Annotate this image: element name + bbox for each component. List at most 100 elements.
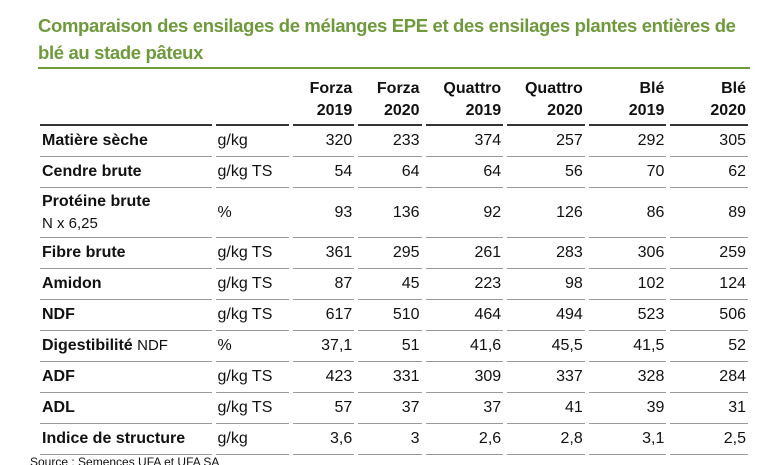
column-header: Blé 2019: [588, 70, 667, 126]
value-cell: 70: [588, 157, 667, 188]
table-row: Protéine brute N x 6,25% 93 136 92 126 86 89: [40, 188, 748, 238]
column-header: Forza 2019: [293, 70, 355, 126]
table-row: ADF g/kg TS 423 331 309 337 328 284: [40, 362, 748, 393]
source: Source : Semences UFA et UFA SA: [30, 455, 220, 465]
value-cell: 2,6: [425, 424, 504, 455]
value-cell: 523: [588, 300, 667, 331]
unit: g/kg TS: [215, 300, 290, 331]
column-header: Quattro 2020: [507, 70, 585, 126]
table-row: Amidon g/kg TS 87 45 223 98 102 124: [40, 269, 748, 300]
value-cell: 464: [425, 300, 504, 331]
row-label: ADL: [40, 393, 212, 424]
column-header: Forza 2020: [358, 70, 422, 126]
value-cell: 423: [293, 362, 355, 393]
unit: %: [215, 188, 290, 238]
row-label: Matière sèche: [40, 126, 212, 157]
value-cell: 92: [425, 188, 504, 238]
value-cell: 45,5: [507, 331, 585, 362]
value-cell: 89: [670, 188, 748, 238]
value-cell: 3,1: [588, 424, 667, 455]
table-row: Indice de structure g/kg 3,6 3 2,6 2,8 3,1 2,5: [40, 424, 748, 455]
value-cell: 510: [358, 300, 422, 331]
table-row: ADL g/kg TS 57 37 37 41 39 31: [40, 393, 748, 424]
value-cell: 31: [670, 393, 748, 424]
column-name: Forza: [309, 80, 353, 97]
row-label: Fibre brute: [40, 238, 212, 269]
unit: %: [215, 331, 290, 362]
column-name: Quattro: [443, 80, 502, 97]
value-cell: 257: [507, 126, 585, 157]
value-cell: 295: [358, 238, 422, 269]
column-year: 2020: [710, 102, 746, 119]
table-row: Matière sèche g/kg 320 233 374 257 292 305: [40, 126, 748, 157]
value-cell: 136: [358, 188, 422, 238]
header-row: Forza 2019 Forza 2020 Quattro 2019 Quattro 2020…: [40, 70, 748, 126]
row-label: Digestibilité NDF: [40, 331, 212, 362]
label-text: Protéine brute: [42, 192, 151, 210]
value-cell: 98: [507, 269, 585, 300]
unit: g/kg TS: [215, 238, 290, 269]
column-year: 2019: [316, 102, 353, 119]
value-cell: 305: [670, 126, 748, 157]
unit: g/kg TS: [215, 362, 290, 393]
value-cell: 37,1: [293, 331, 355, 362]
value-cell: 233: [358, 126, 422, 157]
value-cell: 2,5: [670, 424, 748, 455]
label-text: Cendre brute: [42, 163, 142, 180]
column-year: 2019: [628, 102, 665, 119]
value-cell: 126: [507, 188, 585, 238]
column-name: Blé: [721, 80, 746, 97]
table-row: Fibre brute g/kg TS 361 295 261 283 306 259: [40, 238, 748, 269]
value-cell: 64: [358, 157, 422, 188]
unit: g/kg TS: [215, 393, 290, 424]
label-suffix: NDF: [137, 337, 168, 354]
value-cell: 62: [670, 157, 748, 188]
unit: g/kg: [215, 126, 290, 157]
value-cell: 54: [293, 157, 355, 188]
row-label: Amidon: [40, 269, 212, 300]
unit: g/kg: [215, 424, 290, 455]
value-cell: 617: [293, 300, 355, 331]
value-cell: 37: [425, 393, 504, 424]
row-label: Cendre brute: [40, 157, 212, 188]
value-cell: 37: [358, 393, 422, 424]
value-cell: 284: [670, 362, 748, 393]
unit: g/kg TS: [215, 157, 290, 188]
value-cell: 506: [670, 300, 748, 331]
value-cell: 2,8: [507, 424, 585, 455]
label-text: ADF: [42, 368, 75, 385]
value-cell: 309: [425, 362, 504, 393]
table-row: Cendre brute g/kg TS 54 64 64 56 70 62: [40, 157, 748, 188]
unit: g/kg TS: [215, 269, 290, 300]
value-cell: 261: [425, 238, 504, 269]
value-cell: 86: [588, 188, 667, 238]
value-cell: 41: [507, 393, 585, 424]
value-cell: 494: [507, 300, 585, 331]
column-name: Quattro: [524, 80, 583, 97]
label-text: Amidon: [42, 275, 102, 292]
row-label: ADF: [40, 362, 212, 393]
value-cell: 57: [293, 393, 355, 424]
column-header: Quattro 2019: [425, 70, 504, 126]
value-cell: 56: [507, 157, 585, 188]
value-cell: 374: [425, 126, 504, 157]
column-header: Blé 2020: [670, 70, 748, 126]
label-note: N x 6,25: [42, 214, 98, 232]
label-text: NDF: [42, 306, 75, 323]
value-cell: 223: [425, 269, 504, 300]
row-label: Indice de structure: [40, 424, 212, 455]
value-cell: 361: [293, 238, 355, 269]
value-cell: 52: [670, 331, 748, 362]
value-cell: 41,6: [425, 331, 504, 362]
value-cell: 3,6: [293, 424, 355, 455]
value-cell: 39: [588, 393, 667, 424]
title-rule: [38, 67, 750, 69]
label-text: Fibre brute: [42, 244, 126, 261]
value-cell: 292: [588, 126, 667, 157]
data-table: Forza 2019 Forza 2020 Quattro 2019 Quattro 2020…: [36, 70, 752, 455]
label-text: ADL: [42, 399, 75, 416]
column-year: 2020: [547, 102, 583, 119]
label-text: Indice de structure: [42, 430, 186, 447]
value-cell: 3: [358, 424, 422, 455]
